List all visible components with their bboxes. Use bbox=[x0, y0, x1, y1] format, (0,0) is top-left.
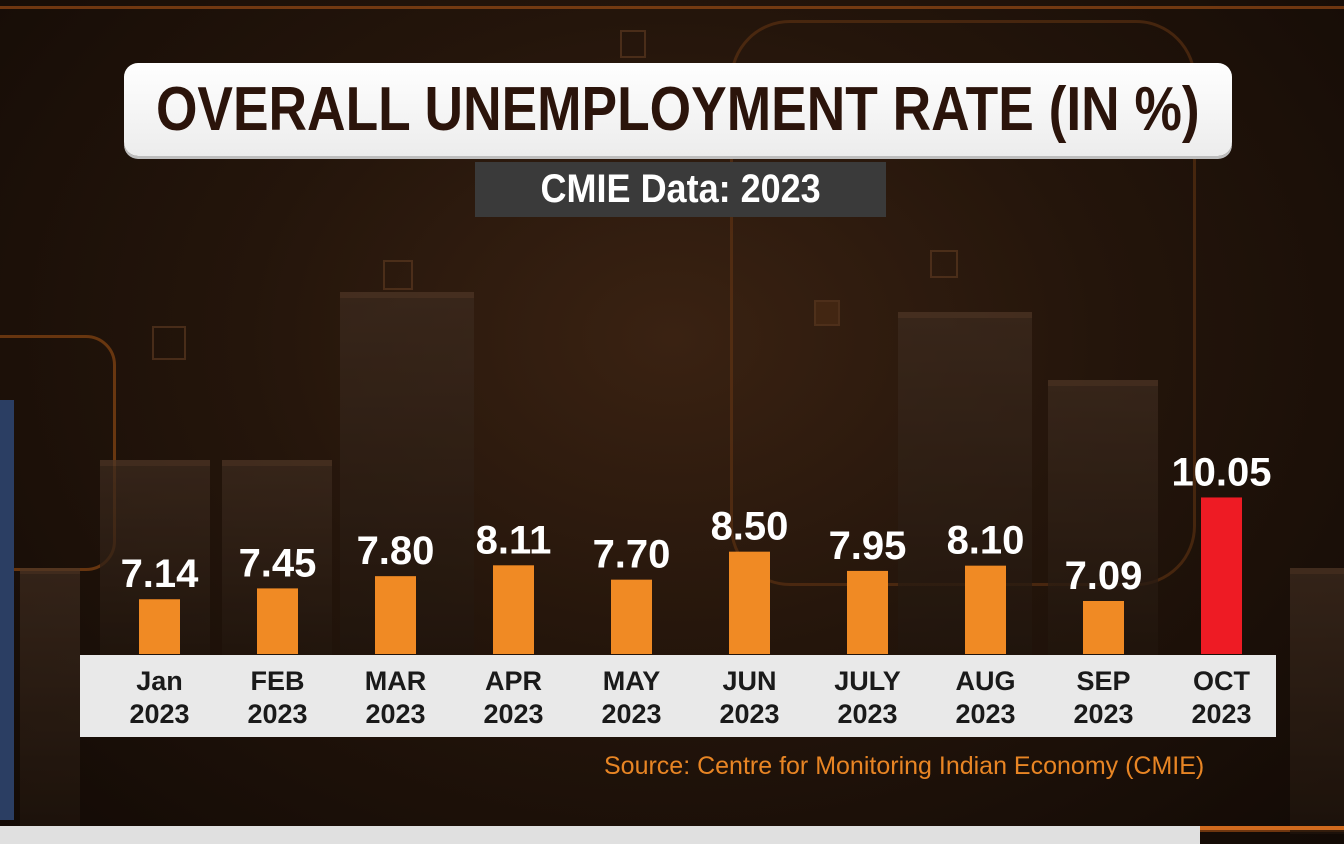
x-tick-label-6: JULY 2023 bbox=[834, 666, 901, 729]
value-label-1: 7.45 bbox=[239, 541, 317, 585]
decor-column bbox=[1290, 568, 1344, 834]
x-tick-label-8: SEP 2023 bbox=[1073, 666, 1133, 729]
bar-1 bbox=[257, 588, 298, 654]
subtitle-banner: CMIE Data: 2023 bbox=[475, 162, 886, 217]
bar-8 bbox=[1083, 600, 1124, 654]
chart-subtitle: CMIE Data: 2023 bbox=[540, 167, 821, 211]
x-tick-label-9: OCT 2023 bbox=[1191, 666, 1251, 729]
x-tick-label-3: APR 2023 bbox=[483, 666, 543, 729]
value-label-2: 7.80 bbox=[357, 529, 435, 573]
decor-square bbox=[930, 250, 958, 278]
value-label-3: 8.11 bbox=[476, 518, 552, 562]
x-tick-label-5: JUN 2023 bbox=[719, 666, 779, 729]
value-label-8: 7.09 bbox=[1065, 554, 1143, 598]
decor-square bbox=[620, 30, 646, 58]
bottom-bar bbox=[0, 826, 1200, 844]
value-label-9: 10.05 bbox=[1171, 450, 1271, 494]
x-axis-band bbox=[80, 655, 1276, 737]
bar-9 bbox=[1201, 497, 1242, 654]
x-tick-label-7: AUG 2023 bbox=[955, 666, 1015, 729]
title-banner: OVERALL UNEMPLOYMENT RATE (IN %) bbox=[124, 63, 1232, 156]
x-tick-label-4: MAY 2023 bbox=[601, 666, 661, 729]
decor-square bbox=[814, 300, 840, 326]
bar-5 bbox=[729, 551, 770, 654]
x-tick-label-2: MAR 2023 bbox=[365, 666, 427, 729]
decor-square bbox=[152, 326, 186, 360]
presenter-edge bbox=[0, 400, 14, 820]
bar-7 bbox=[965, 565, 1006, 654]
value-label-6: 7.95 bbox=[829, 524, 907, 568]
decor-column bbox=[20, 568, 80, 834]
bar-2 bbox=[375, 576, 416, 654]
value-label-5: 8.50 bbox=[711, 505, 789, 549]
bar-3 bbox=[493, 565, 534, 654]
value-label-0: 7.14 bbox=[121, 552, 200, 596]
x-tick-label-1: FEB 2023 bbox=[247, 666, 307, 729]
source-note: Source: Centre for Monitoring Indian Eco… bbox=[604, 752, 1205, 780]
chart-title: OVERALL UNEMPLOYMENT RATE (IN %) bbox=[156, 75, 1200, 144]
value-label-7: 8.10 bbox=[947, 519, 1025, 563]
value-label-4: 7.70 bbox=[593, 533, 671, 577]
decor-square bbox=[383, 260, 413, 290]
bar-0 bbox=[139, 599, 180, 654]
bar-4 bbox=[611, 579, 652, 654]
bar-6 bbox=[847, 570, 888, 654]
x-tick-label-0: Jan 2023 bbox=[129, 666, 189, 729]
